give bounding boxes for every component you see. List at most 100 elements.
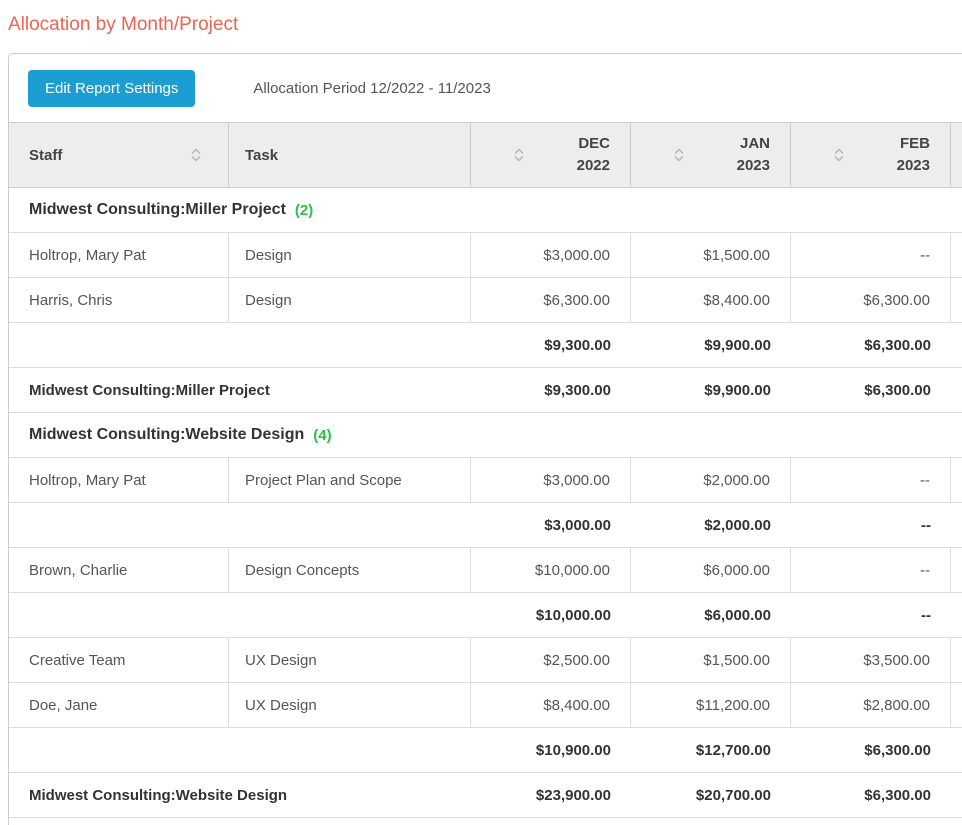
- spill-cell: [951, 233, 962, 277]
- table-row: Holtrop, Mary Pat Design $3,000.00 $1,500.0…: [9, 233, 962, 278]
- amount-cell: $6,300.00: [791, 278, 951, 322]
- group-total-amount-cell: $20,700.00: [695, 786, 771, 804]
- amount-cell: $2,000.00: [631, 458, 791, 502]
- column-header-staff[interactable]: Staff: [9, 123, 229, 187]
- sort-icon[interactable]: [673, 146, 685, 164]
- column-header-partial: [951, 123, 962, 187]
- subtotal-amount-cell: $9,900.00: [704, 336, 771, 354]
- table-row: Doe, Jane UX Design $8,400.00 $11,200.00 $2,…: [9, 683, 962, 728]
- group-header-row: Midwest Consulting:Miller Project (2): [9, 188, 962, 233]
- subtotal-amount-cell: $12,700.00: [695, 741, 771, 759]
- sort-icon[interactable]: [513, 146, 525, 164]
- subtotal-row: $10,000.00 $6,000.00 --: [9, 593, 962, 638]
- column-label-month: FEB 2023: [896, 135, 930, 174]
- sort-icon[interactable]: [833, 146, 845, 164]
- column-header-jan-2023[interactable]: JAN 2023: [631, 123, 791, 187]
- column-label-staff: Staff: [29, 146, 63, 164]
- spill-cell: [951, 638, 962, 682]
- table-body: Midwest Consulting:Miller Project (2) Holt…: [9, 188, 962, 818]
- amount-cell: $1,500.00: [631, 233, 791, 277]
- column-header-dec-2022[interactable]: DEC 2022: [471, 123, 631, 187]
- report-toolbar: Edit Report Settings Allocation Period 1…: [9, 54, 962, 122]
- subtotal-row: $3,000.00 $2,000.00 --: [9, 503, 962, 548]
- group-total-label: Midwest Consulting:Website Design: [29, 786, 288, 804]
- group-total-amount-cell: $6,300.00: [864, 381, 931, 399]
- amount-cell: $3,000.00: [471, 233, 631, 277]
- group-count-badge: (4): [313, 426, 332, 444]
- column-label-task: Task: [245, 146, 279, 164]
- amount-cell: --: [791, 233, 951, 277]
- spill-cell: [951, 368, 962, 412]
- sort-icon[interactable]: [190, 146, 202, 164]
- spill-cell: [951, 593, 962, 637]
- group-total-row: Midwest Consulting:Miller Project $9,300.…: [9, 368, 962, 413]
- empty-cell: [9, 728, 471, 772]
- edit-report-settings-button[interactable]: Edit Report Settings: [28, 69, 196, 107]
- group-name: Midwest Consulting:Website Design: [29, 426, 305, 443]
- task-cell: UX Design: [229, 683, 471, 727]
- task-cell: UX Design: [229, 638, 471, 682]
- subtotal-amount-cell: $6,300.00: [864, 336, 931, 354]
- group-total-row: Midwest Consulting:Website Design $23,900…: [9, 773, 962, 818]
- spill-cell: [951, 278, 962, 322]
- allocation-period-label: Allocation Period 12/2022 - 11/2023: [253, 79, 491, 97]
- subtotal-amount-cell: --: [921, 516, 931, 534]
- group-count-badge: (2): [294, 201, 314, 219]
- spill-cell: [951, 323, 962, 367]
- amount-cell: $8,400.00: [471, 683, 631, 727]
- task-cell: Design: [229, 278, 471, 322]
- amount-cell: $1,500.00: [631, 638, 791, 682]
- staff-cell: Holtrop, Mary Pat: [9, 233, 229, 277]
- amount-cell: $6,000.00: [631, 548, 791, 592]
- staff-cell: Harris, Chris: [9, 278, 229, 322]
- subtotal-amount-cell: $10,000.00: [535, 606, 611, 624]
- group-total-amount-cell: $23,900.00: [535, 786, 611, 804]
- spill-cell: [951, 773, 962, 817]
- empty-cell: [9, 503, 471, 547]
- group-header-row: Midwest Consulting:Website Design (4): [9, 413, 962, 458]
- staff-cell: Brown, Charlie: [9, 548, 229, 592]
- empty-cell: [9, 593, 471, 637]
- group-total-label: Midwest Consulting:Miller Project: [29, 381, 270, 399]
- group-total-amount-cell: $6,300.00: [864, 786, 931, 804]
- table-row: Brown, Charlie Design Concepts $10,000.00 $…: [9, 548, 962, 593]
- amount-cell: $2,500.00: [471, 638, 631, 682]
- empty-cell: [9, 323, 471, 367]
- task-cell: Design: [229, 233, 471, 277]
- table-header-row: Staff Task DEC 2022 JAN 2023 FEB 2023: [9, 122, 962, 188]
- staff-cell: Doe, Jane: [9, 683, 229, 727]
- spill-cell: [951, 683, 962, 727]
- subtotal-amount-cell: $3,000.00: [544, 516, 611, 534]
- table-row: Holtrop, Mary Pat Project Plan and Scope $…: [9, 458, 962, 503]
- amount-cell: $10,000.00: [471, 548, 631, 592]
- subtotal-amount-cell: $6,000.00: [704, 606, 771, 624]
- amount-cell: $2,800.00: [791, 683, 951, 727]
- group-header-label: Midwest Consulting:Website Design (4): [9, 413, 962, 457]
- column-label-month: JAN 2023: [736, 135, 770, 174]
- amount-cell: --: [791, 548, 951, 592]
- subtotal-amount-cell: $9,300.00: [544, 336, 611, 354]
- column-label-month: DEC 2022: [576, 135, 610, 174]
- amount-cell: $8,400.00: [631, 278, 791, 322]
- subtotal-amount-cell: --: [921, 606, 931, 624]
- subtotal-amount-cell: $10,900.00: [535, 741, 611, 759]
- column-header-feb-2023[interactable]: FEB 2023: [791, 123, 951, 187]
- report-panel: Edit Report Settings Allocation Period 1…: [8, 53, 962, 825]
- table-row: Harris, Chris Design $6,300.00 $8,400.00 $6,…: [9, 278, 962, 323]
- spill-cell: [951, 548, 962, 592]
- staff-cell: Creative Team: [9, 638, 229, 682]
- group-header-label: Midwest Consulting:Miller Project (2): [9, 188, 962, 232]
- page-title: Allocation by Month/Project: [8, 14, 239, 35]
- spill-cell: [951, 728, 962, 772]
- subtotal-amount-cell: $2,000.00: [704, 516, 771, 534]
- group-name: Midwest Consulting:Miller Project: [29, 201, 286, 218]
- spill-cell: [951, 458, 962, 502]
- amount-cell: $3,500.00: [791, 638, 951, 682]
- allocation-table: Staff Task DEC 2022 JAN 2023 FEB 2023 Midwe…: [9, 122, 962, 818]
- amount-cell: $3,000.00: [471, 458, 631, 502]
- group-total-amount-cell: $9,900.00: [704, 381, 771, 399]
- subtotal-row: $9,300.00 $9,900.00 $6,300.00: [9, 323, 962, 368]
- group-total-amount-cell: $9,300.00: [544, 381, 611, 399]
- column-header-task[interactable]: Task: [229, 123, 471, 187]
- amount-cell: $6,300.00: [471, 278, 631, 322]
